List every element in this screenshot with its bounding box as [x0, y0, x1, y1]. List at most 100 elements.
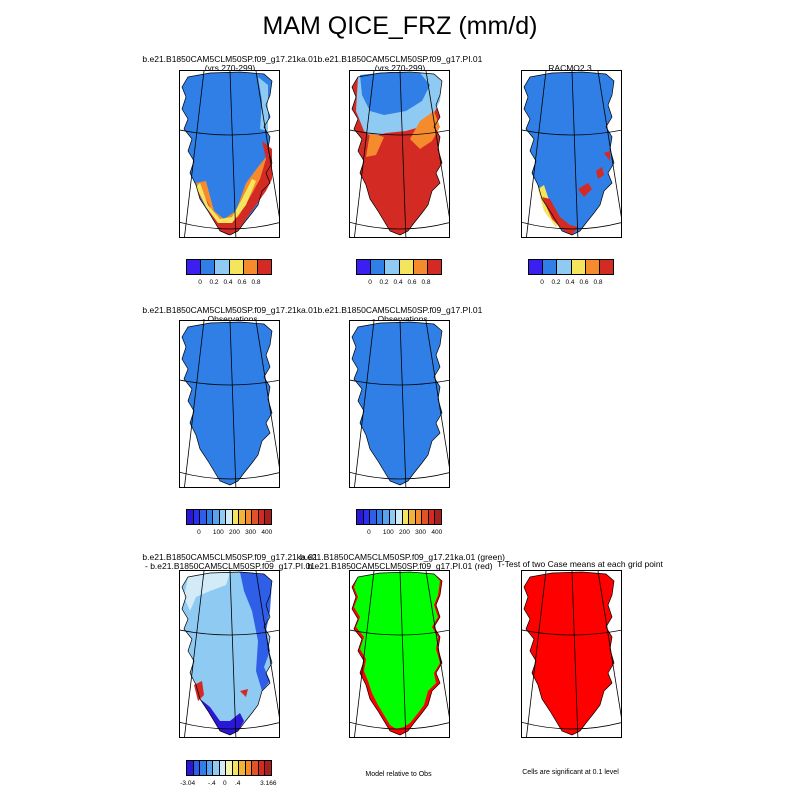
colorbar-swatch: [396, 510, 403, 524]
greenland-map: [522, 571, 621, 737]
colorbar-tick-label: 200: [399, 529, 410, 536]
colorbar-swatch: [239, 510, 246, 524]
latitude-line: [350, 221, 449, 230]
field-region-red: [198, 141, 272, 235]
latitude-line: [350, 629, 449, 636]
panel-title-line2: - Observations: [202, 314, 258, 324]
longitude-line: [354, 321, 375, 487]
panel-title-line2: (yrs 270-299): [204, 63, 256, 73]
colorbar-tick-label: 100: [212, 529, 224, 536]
figure-title: MAM QICE_FRZ (mm/d): [262, 12, 538, 40]
colorbar-swatch: [226, 761, 233, 775]
longitude-line: [571, 71, 579, 237]
colorbar-swatch: [385, 260, 400, 274]
longitude-line: [229, 571, 237, 737]
colorbar-swatch: [219, 510, 227, 524]
colorbar-tick-label: 100: [382, 529, 394, 536]
colorbar-tick-label: .4: [234, 780, 241, 787]
longitude-line: [425, 571, 449, 718]
latitude-line: [180, 221, 279, 230]
greenland-map: [350, 321, 449, 487]
colorbar-swatch: [428, 510, 436, 524]
field-region-pale: [184, 573, 230, 611]
colorbar-tick-label: 300: [245, 529, 257, 536]
ice-sheet-field: [524, 572, 614, 735]
colorbar-tick-label: 0.6: [579, 279, 589, 286]
colorbar-swatch: [415, 510, 423, 524]
colorbar-swatch: [232, 510, 240, 524]
longitude-line: [399, 321, 407, 487]
panel-title-line1: b.e21.B1850CAM5CLM50SP.f09_g17.PI.01: [317, 54, 483, 64]
colorbar-tick-label: 0.8: [593, 279, 603, 286]
longitude-line: [255, 571, 279, 718]
colorbar-swatch: [399, 260, 414, 274]
colorbar-swatch: [200, 761, 207, 775]
longitude-line: [255, 321, 279, 468]
colorbar-swatch: [232, 761, 240, 775]
map-panel-pi: [349, 70, 450, 238]
latitude-line: [180, 471, 279, 480]
map-panel-ttest: [521, 570, 622, 738]
panel-title-line2: b.e21.B1850CAM5CLM50SP.f09_g17.PI.01 (re…: [307, 561, 493, 571]
colorbar-swatch: [213, 510, 220, 524]
latitude-line: [180, 629, 279, 636]
colorbar-tick-label: 0: [540, 279, 544, 286]
field-region-light: [258, 77, 268, 131]
coastline: [351, 321, 443, 486]
colorbar-swatch: [571, 260, 586, 274]
colorbar-tick-label: 0.4: [565, 279, 575, 286]
longitude-line: [255, 71, 279, 218]
colorbar-swatch: [239, 761, 246, 775]
colorbar-swatch: [226, 510, 233, 524]
coastline: [351, 71, 443, 236]
colorbar-tick-label: 400: [261, 529, 273, 536]
colorbar-swatch: [187, 761, 194, 775]
panel-title-p9: T-Test of two Case means at each grid po…: [490, 560, 670, 569]
colorbar-swatch: [193, 510, 201, 524]
colorbar-swatch: [252, 761, 259, 775]
colorbar-swatch: [413, 260, 428, 274]
longitude-line: [597, 71, 621, 218]
panel-title-line2: - Observations: [372, 314, 428, 324]
colorbar-swatch: [357, 510, 364, 524]
colorbar-swatch: [265, 510, 271, 524]
colorbar-tick-label: 200: [229, 529, 240, 536]
panel-title-p8: b.e21.B1850CAM5CLM50SP.f09_g17.21ka.01 (…: [300, 553, 505, 571]
greenland-map: [180, 571, 279, 737]
colorbar-swatch: [245, 510, 253, 524]
colorbar-tick-label: 0.2: [551, 279, 561, 286]
colorbar-tick-label: 300: [415, 529, 427, 536]
latitude-line: [522, 129, 621, 136]
colorbar-swatch: [193, 761, 201, 775]
panel-title-line1: T-Test of two Case means at each grid po…: [497, 559, 663, 569]
latitude-line: [350, 471, 449, 480]
panel-title-p4: b.e21.B1850CAM5CLM50SP.f09_g17.21ka.01 -…: [130, 306, 330, 324]
colorbar-swatch: [383, 510, 390, 524]
colorbar-swatch: [370, 510, 377, 524]
coastline: [523, 571, 615, 736]
greenland-map: [522, 71, 621, 237]
longitude-line: [425, 71, 449, 218]
colorbar-swatch: [422, 510, 429, 524]
longitude-line: [425, 321, 449, 468]
colorbar-swatch: [599, 260, 614, 274]
panel-title-line1: b.e21.B1850CAM5CLM50SP.f09_g17.21ka.01: [142, 305, 318, 315]
colorbar-tick-label: 0.2: [379, 279, 389, 286]
panel-title-p1: b.e21.B1850CAM5CLM50SP.f09_g17.21ka.01 (…: [130, 55, 330, 73]
colorbar-swatch: [229, 260, 244, 274]
field-region-dark: [200, 699, 244, 735]
coastline: [181, 71, 273, 236]
colorbar-swatch: [206, 761, 214, 775]
colorbar-swatch: [357, 260, 372, 274]
colorbar-swatch: [201, 260, 216, 274]
colorbar-tick-label: 0: [198, 279, 202, 286]
longitude-line: [184, 71, 205, 237]
field-region-yellow: [196, 179, 256, 223]
longitude-line: [399, 71, 407, 237]
ice-sheet-field: [182, 72, 272, 235]
model-relative-note: Model relative to Obs: [365, 771, 432, 778]
longitude-line: [354, 71, 375, 237]
longitude-line: [526, 71, 547, 237]
colorbar-swatch: [206, 510, 214, 524]
longitude-line: [571, 571, 579, 737]
